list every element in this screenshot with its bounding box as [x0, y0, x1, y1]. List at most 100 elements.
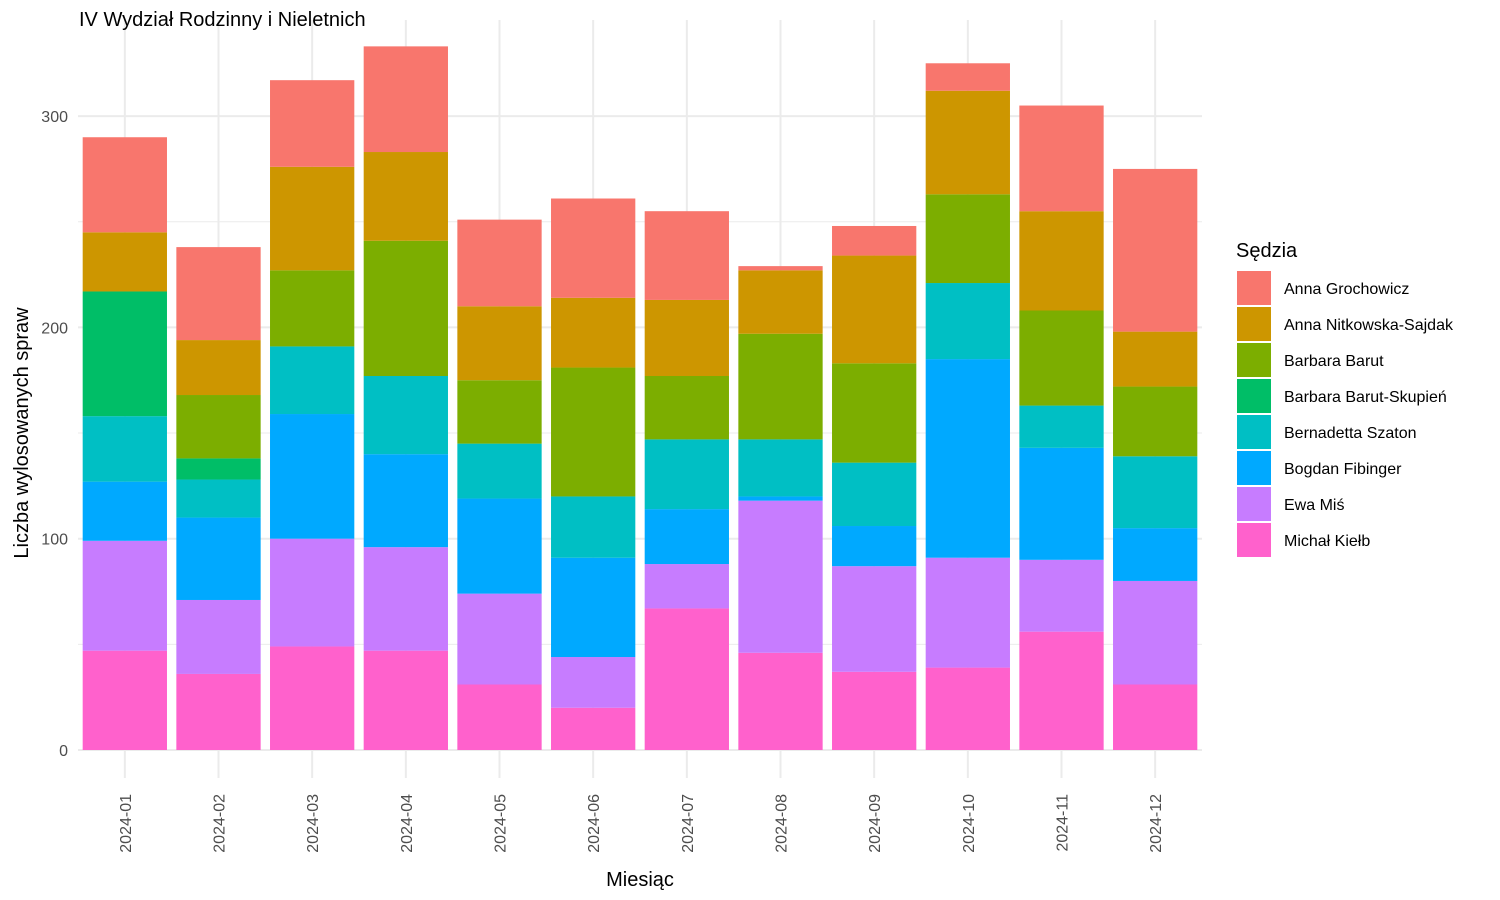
bar-segment-2024-05-bernadetta-szaton: [457, 443, 542, 499]
bar-segment-2024-06-anna-grochowicz: [551, 198, 636, 298]
bar-segment-2024-12-bogdan-fibinger: [1113, 528, 1198, 581]
bar-segment-2024-04-barbara-barut: [363, 240, 448, 376]
y-tick-label: 100: [41, 532, 68, 549]
bar-segment-2024-12-anna-grochowicz: [1113, 168, 1198, 332]
legend-label: Michał Kiełb: [1284, 533, 1370, 550]
x-tick-label: 2024-02: [212, 794, 229, 853]
bar-segment-2024-05-anna-nitkowska-sajdak: [457, 306, 542, 381]
bar-segment-2024-03-anna-nitkowska-sajdak: [270, 166, 355, 271]
bar-segment-2024-01-anna-nitkowska-sajdak: [82, 232, 167, 292]
bar-segment-2024-02-barbara-barut-skupie-: [176, 458, 261, 480]
legend-label: Barbara Barut-Skupień: [1284, 389, 1447, 406]
bar-segment-2024-02-anna-nitkowska-sajdak: [176, 340, 261, 396]
x-tick-label: 2024-11: [1055, 794, 1072, 852]
bar-segment-2024-09-ewa-mi-: [832, 566, 917, 672]
legend-key: [1237, 451, 1271, 485]
bar-segment-2024-02-ewa-mi-: [176, 599, 261, 674]
bar-segment-2024-02-bernadetta-szaton: [176, 479, 261, 518]
bar-segment-2024-02-anna-grochowicz: [176, 247, 261, 341]
x-tick-label: 2024-09: [867, 794, 884, 853]
bar-segment-2024-04-ewa-mi-: [363, 547, 448, 651]
bar-segment-2024-07-bernadetta-szaton: [644, 439, 729, 510]
legend-label: Anna Grochowicz: [1284, 281, 1409, 298]
bar-segment-2024-09-anna-grochowicz: [832, 225, 917, 256]
legend-key: [1237, 415, 1271, 449]
bar-segment-2024-03-anna-grochowicz: [270, 80, 355, 167]
legend-label: Bernadetta Szaton: [1284, 425, 1417, 442]
y-axis-title: Liczba wylosowanych spraw: [11, 307, 33, 559]
bar-segment-2024-02-barbara-barut: [176, 395, 261, 459]
bar-segment-2024-05-barbara-barut: [457, 380, 542, 444]
bar-segment-2024-05-ewa-mi-: [457, 593, 542, 685]
legend-label: Ewa Miś: [1284, 497, 1344, 514]
bar-segment-2024-07-anna-grochowicz: [644, 211, 729, 300]
x-tick-label: 2024-01: [118, 794, 135, 853]
bar-segment-2024-03-micha-kie-b: [270, 646, 355, 750]
bar-segment-2024-04-anna-grochowicz: [363, 46, 448, 153]
bar-segment-2024-11-micha-kie-b: [1019, 631, 1104, 750]
bar-segment-2024-03-bernadetta-szaton: [270, 346, 355, 415]
bar-segment-2024-08-micha-kie-b: [738, 652, 823, 750]
legend-key: [1237, 307, 1271, 341]
bar-segment-2024-10-micha-kie-b: [925, 667, 1010, 750]
x-tick-label: 2024-06: [586, 794, 603, 853]
x-tick-label: 2024-04: [399, 794, 416, 853]
bar-segment-2024-08-anna-nitkowska-sajdak: [738, 270, 823, 334]
bar-segment-2024-04-bernadetta-szaton: [363, 375, 448, 455]
legend: Sędzia Anna Grochowicz Anna Nitkowska-Saj…: [1236, 240, 1454, 557]
y-tick-label: 200: [41, 320, 68, 337]
bar-segment-2024-11-anna-grochowicz: [1019, 105, 1104, 212]
y-tick-label: 300: [41, 109, 68, 126]
x-tick-label: 2024-05: [493, 794, 510, 853]
bar-segment-2024-01-anna-grochowicz: [82, 137, 167, 233]
legend-key: [1237, 379, 1271, 413]
bar-segment-2024-02-micha-kie-b: [176, 673, 261, 750]
x-tick-label: 2024-12: [1148, 794, 1165, 853]
legend-items: Anna Grochowicz Anna Nitkowska-Sajdak Barb…: [1237, 271, 1454, 557]
bar-segment-2024-01-micha-kie-b: [82, 650, 167, 750]
bar-segment-2024-03-barbara-barut: [270, 270, 355, 347]
bar-segment-2024-11-bogdan-fibinger: [1019, 447, 1104, 560]
x-axis-ticks: 2024-01 2024-02 2024-03 2024-04 2024-05 2024-…: [118, 794, 1165, 853]
bar-segment-2024-12-anna-nitkowska-sajdak: [1113, 331, 1198, 387]
x-tick-label: 2024-10: [961, 794, 978, 853]
legend-key: [1237, 343, 1271, 377]
bar-segment-2024-10-barbara-barut: [925, 194, 1010, 284]
bar-segment-2024-07-barbara-barut: [644, 375, 729, 440]
bar-segment-2024-10-anna-grochowicz: [925, 63, 1010, 91]
x-tick-label: 2024-08: [774, 794, 791, 853]
bar-segment-2024-12-bernadetta-szaton: [1113, 456, 1198, 529]
bar-segment-2024-09-bernadetta-szaton: [832, 462, 917, 527]
bar-segment-2024-06-anna-nitkowska-sajdak: [551, 297, 636, 368]
bar-segment-2024-08-bernadetta-szaton: [738, 439, 823, 497]
bar-segment-2024-06-bernadetta-szaton: [551, 496, 636, 558]
bar-segment-2024-10-ewa-mi-: [925, 557, 1010, 668]
bar-segment-2024-05-micha-kie-b: [457, 684, 542, 750]
bar-segment-2024-04-micha-kie-b: [363, 650, 448, 750]
x-axis-title: Miesiąc: [606, 869, 674, 891]
bar-segment-2024-07-ewa-mi-: [644, 564, 729, 609]
bar-segment-2024-11-bernadetta-szaton: [1019, 405, 1104, 448]
bar-segment-2024-06-micha-kie-b: [551, 707, 636, 750]
bar-segment-2024-09-barbara-barut: [832, 363, 917, 463]
legend-label: Bogdan Fibinger: [1284, 461, 1402, 478]
bar-segment-2024-08-bogdan-fibinger: [738, 496, 823, 501]
bar-segment-2024-12-micha-kie-b: [1113, 684, 1198, 750]
bar-segment-2024-09-anna-nitkowska-sajdak: [832, 255, 917, 364]
bar-segment-2024-03-ewa-mi-: [270, 538, 355, 647]
x-tick-label: 2024-03: [305, 794, 322, 853]
legend-key: [1237, 523, 1271, 557]
bars-layer: [82, 46, 1198, 750]
bar-segment-2024-07-anna-nitkowska-sajdak: [644, 299, 729, 376]
y-tick-label: 0: [59, 743, 68, 760]
bar-segment-2024-03-bogdan-fibinger: [270, 414, 355, 539]
bar-segment-2024-01-ewa-mi-: [82, 540, 167, 651]
bar-segment-2024-12-ewa-mi-: [1113, 580, 1198, 685]
bar-segment-2024-04-bogdan-fibinger: [363, 454, 448, 548]
bar-segment-2024-10-bogdan-fibinger: [925, 359, 1010, 558]
bar-segment-2024-05-bogdan-fibinger: [457, 498, 542, 594]
bar-segment-2024-08-anna-grochowicz: [738, 266, 823, 271]
bar-segment-2024-01-barbara-barut-skupie-: [82, 291, 167, 417]
bar-segment-2024-06-barbara-barut: [551, 367, 636, 497]
bar-segment-2024-11-ewa-mi-: [1019, 559, 1104, 632]
